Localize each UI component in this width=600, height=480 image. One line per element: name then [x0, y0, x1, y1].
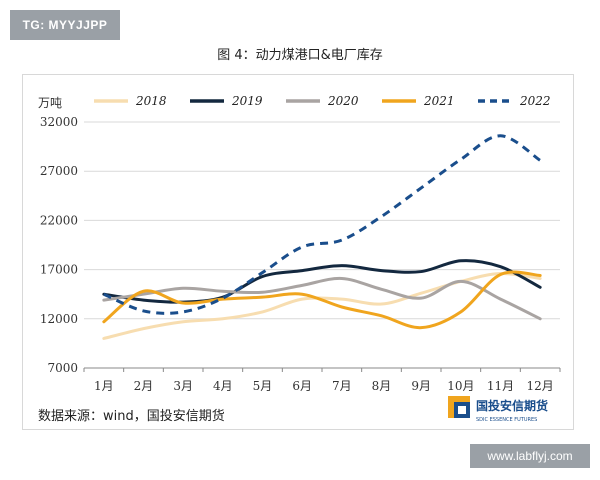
x-tick-label: 8月 [372, 379, 392, 393]
legend-label-2021: 2021 [423, 94, 455, 108]
grid-layer [84, 121, 560, 320]
legend-label-2018: 2018 [135, 94, 167, 108]
series-line-2021 [102, 270, 542, 330]
x-tick-label: 10月 [447, 379, 474, 393]
logo-mark-center [458, 406, 466, 414]
watermark-bottom: www.labflyj.com [470, 444, 590, 468]
series-line-2018 [102, 272, 542, 340]
y-tick-label: 27000 [40, 164, 78, 178]
axis-layer: 7000 12000 17000 22000 27000 32000 1月 2月 3月 4月 5月 6… [40, 115, 561, 393]
x-tick-label: 3月 [173, 379, 193, 393]
y-tick-label: 17000 [40, 263, 78, 277]
logo-text-cn: 国投安信期货 [476, 398, 548, 413]
x-tick-label: 9月 [411, 379, 431, 393]
y-tick-label: 7000 [47, 361, 78, 375]
legend-label-2019: 2019 [231, 94, 263, 108]
x-tick-label: 5月 [253, 379, 273, 393]
series-layer [102, 134, 542, 340]
sdic-logo: 国投安信期货 SDIC ESSENCE FUTURES [448, 396, 548, 423]
x-tick-label: 11月 [487, 379, 514, 393]
y-tick-label: 32000 [40, 115, 78, 129]
chart-frame [22, 74, 574, 430]
watermark-top: TG: MYYJJPP [10, 10, 120, 40]
y-axis-unit-label: 万吨 [38, 96, 62, 110]
x-tick-label: 12月 [527, 379, 554, 393]
chart-title: 图 4：动力煤港口&电厂库存 [217, 48, 383, 63]
y-tick-label: 22000 [40, 213, 78, 227]
footer-source: 数据来源：wind，国投安信期货 [38, 408, 225, 424]
x-tick-label: 1月 [94, 379, 114, 393]
series-line-2020 [102, 276, 542, 321]
x-tick-label: 6月 [292, 379, 312, 393]
legend-label-2022: 2022 [519, 94, 551, 108]
line-chart: 7000 12000 17000 22000 27000 32000 1月 2月 3月 4月 5月 6… [38, 94, 561, 424]
x-tick-label: 4月 [213, 379, 233, 393]
x-tick-label: 7月 [332, 379, 352, 393]
x-tick-label: 2月 [134, 379, 154, 393]
logo-text-en: SDIC ESSENCE FUTURES [476, 417, 537, 423]
legend: 2018 2019 2020 2021 2022 [94, 94, 551, 108]
legend-label-2020: 2020 [327, 94, 359, 108]
series-line-2022 [103, 134, 542, 315]
y-tick-label: 12000 [40, 312, 78, 326]
